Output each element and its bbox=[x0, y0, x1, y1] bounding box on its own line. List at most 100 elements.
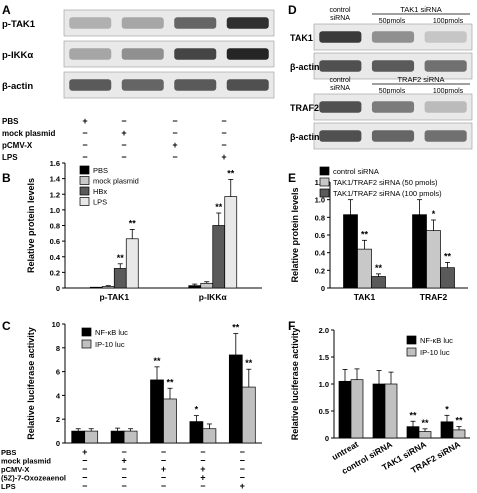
legend-swatch-e-tak1-traf2-sirna-100-pmols bbox=[319, 188, 330, 198]
chart-b: B 0 0.2 0.4 0.6 0.8 1.0 1.2 1.4 1.6 Relative prote… bbox=[2, 159, 262, 302]
chart-e: E00.20.40.60.81.01.2Relative protein lev… bbox=[288, 166, 468, 302]
bar-b-mock-plasmid bbox=[101, 286, 115, 289]
legend-label-c-ip-10-luc: IP-10 luc bbox=[95, 340, 125, 349]
legend-swatch-e-tak1-traf2-sirna-50-pmols bbox=[319, 177, 330, 187]
blot-tak1-target-band bbox=[319, 31, 362, 43]
blot-tak1-target-band bbox=[371, 31, 415, 43]
blot-tak1-target-band bbox=[424, 31, 467, 43]
legend-label-c-nf-b-luc: NF-κB luc bbox=[95, 328, 128, 337]
blot-traf2-target bbox=[313, 93, 473, 121]
y-tick-label-e: 0 bbox=[321, 284, 325, 293]
lane-label-traf2-control: siRNA bbox=[330, 85, 350, 92]
treatment-sign-c: + bbox=[161, 464, 166, 474]
treatment-sign-a: − bbox=[221, 116, 226, 126]
blot-traf2-target-band bbox=[319, 101, 362, 113]
blot-a-3-band bbox=[226, 79, 269, 91]
y-tick-label-b: 0.6 bbox=[50, 237, 60, 246]
blot-traf2-actin-band bbox=[371, 130, 415, 142]
treatment-sign-a: − bbox=[121, 116, 126, 126]
y-axis-label-e: Relative protein levels bbox=[290, 187, 300, 282]
y-tick-label-c: 4 bbox=[56, 391, 61, 400]
blot-a-3 bbox=[63, 71, 275, 99]
y-tick-label-c: 8 bbox=[56, 344, 60, 353]
legend-label-f-ip-10-luc: IP-10 luc bbox=[420, 348, 450, 357]
y-tick-label-f: 2.0 bbox=[319, 326, 329, 335]
bar-c-ip-10-luc bbox=[241, 386, 256, 444]
legend-label-e-tak1-traf2-sirna-100-pmols: TAK1/TRAF2 siRNA (100 pmols) bbox=[333, 189, 442, 198]
treatment-sign-c: − bbox=[82, 473, 87, 483]
treatment-sign-c: − bbox=[82, 456, 87, 466]
blot-a-2-band bbox=[226, 48, 269, 60]
blot-label-a-2: p-IKKα bbox=[2, 50, 33, 61]
blot-a-2 bbox=[63, 40, 275, 68]
legend-label-b-mock-plasmid: mock plasmid bbox=[93, 177, 139, 186]
treatment-label-a-lps: LPS bbox=[2, 153, 18, 162]
significance-mark-e: * bbox=[432, 209, 436, 219]
bar-e-control-sirna bbox=[343, 214, 358, 289]
panel-letter-a: A bbox=[2, 3, 11, 17]
bar-c-ip-10-luc bbox=[202, 428, 217, 444]
blot-a-2-band bbox=[69, 48, 112, 60]
group-label-traf2: TRAF2 siRNA bbox=[397, 75, 444, 84]
treatment-sign-a: − bbox=[221, 128, 226, 138]
y-tick-label-e: 0.8 bbox=[315, 213, 325, 222]
treatment-label-c-pbs: PBS bbox=[1, 448, 16, 457]
lane-label-tak1-control: siRNA bbox=[330, 15, 350, 22]
significance-mark-b: ** bbox=[227, 168, 235, 178]
blot-tak1-actin-band bbox=[424, 60, 467, 72]
y-tick-label-c: 6 bbox=[56, 368, 60, 377]
bar-e-tak1-traf2-sirna-50-pmols bbox=[426, 230, 441, 289]
y-tick-label-f: 0.5 bbox=[319, 407, 329, 416]
x-tick-label-b: p-IKKα bbox=[199, 292, 228, 302]
panel-letter-f: F bbox=[288, 319, 295, 333]
treatment-sign-c: − bbox=[121, 473, 126, 483]
treatment-sign-a: + bbox=[82, 116, 87, 126]
legend-swatch-b-lps bbox=[79, 197, 90, 206]
treatment-sign-a: − bbox=[82, 140, 87, 150]
legend-label-e-control-sirna: control siRNA bbox=[333, 167, 379, 176]
blot-a-1-band bbox=[174, 17, 217, 29]
y-tick-label-b: 0.8 bbox=[50, 222, 60, 231]
bar-b-hbx bbox=[212, 225, 226, 289]
bar-c-nf-b-luc bbox=[189, 421, 204, 444]
treatment-sign-a: − bbox=[82, 128, 87, 138]
bar-c-ip-10-luc bbox=[84, 430, 99, 444]
chart-f: F 0 0.5 1.0 1.5 2.0 Relative luciferase activi… bbox=[288, 319, 470, 476]
legend-label-b-hbx: HBx bbox=[93, 187, 107, 196]
bar-e-control-sirna bbox=[412, 214, 427, 289]
significance-mark-c: ** bbox=[166, 377, 174, 387]
blot-traf2-actin-band bbox=[424, 130, 467, 142]
x-tick-label-b: p-TAK1 bbox=[99, 292, 129, 302]
bar-b-mock-plasmid bbox=[200, 282, 214, 289]
bar-f-ip-10-luc bbox=[384, 383, 398, 439]
treatment-sign-c: + bbox=[200, 473, 205, 483]
significance-mark-e: ** bbox=[361, 229, 369, 239]
y-tick-label-e: 0.2 bbox=[315, 266, 325, 275]
treatment-sign-a: − bbox=[221, 140, 226, 150]
significance-mark-b: ** bbox=[215, 202, 223, 212]
treatment-sign-c: − bbox=[82, 464, 87, 474]
significance-mark-c: ** bbox=[153, 356, 161, 366]
treatment-label-a-pcmv-x: pCMV-X bbox=[2, 141, 33, 150]
treatment-sign-c: − bbox=[200, 456, 205, 466]
treatment-label-c-lps: LPS bbox=[1, 482, 16, 491]
blot-traf2-actin bbox=[313, 122, 473, 150]
panel-letter-d: D bbox=[288, 3, 297, 17]
blot-tak1-actin-band bbox=[371, 60, 415, 72]
blot-label-traf2-target: TRAF2 bbox=[290, 103, 319, 113]
lane-label-traf2-control: control bbox=[329, 77, 350, 84]
treatment-label-c-pcmv-x: pCMV-X bbox=[1, 465, 29, 474]
legend-label-b-pbs: PBS bbox=[93, 166, 108, 175]
bar-f-ip-10-luc bbox=[452, 429, 466, 439]
y-axis-label-f: Relative luciferase activity bbox=[290, 328, 300, 441]
significance-mark-b: ** bbox=[129, 218, 137, 228]
bar-b-lps bbox=[224, 196, 238, 289]
y-tick-label-e: 1.0 bbox=[315, 196, 325, 205]
blot-a-1-band bbox=[121, 17, 164, 29]
blot-a-1-band bbox=[226, 17, 269, 29]
blot-label-tak1-target: TAK1 bbox=[290, 33, 313, 43]
treatment-label-a-pbs: PBS bbox=[2, 117, 19, 126]
dose-label-traf2: 50pmols bbox=[379, 88, 406, 95]
x-tick-label-e: TRAF2 bbox=[420, 292, 448, 302]
